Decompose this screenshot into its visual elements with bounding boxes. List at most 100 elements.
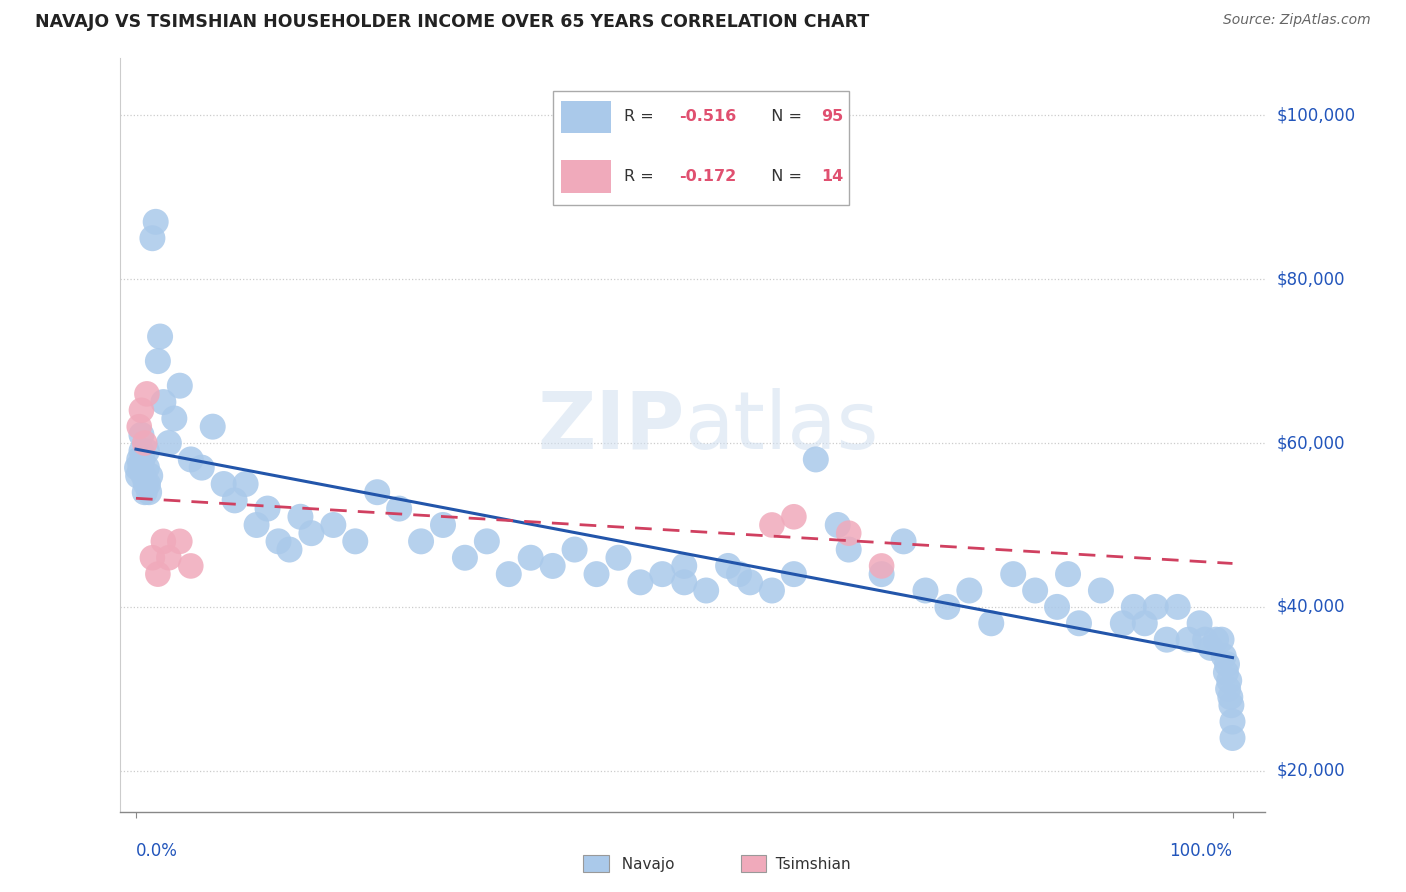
Point — [212, 477, 235, 491]
Point — [738, 575, 761, 590]
Point — [914, 583, 936, 598]
Point — [1194, 632, 1216, 647]
Point — [299, 526, 322, 541]
Point — [1024, 583, 1046, 598]
Point — [838, 542, 860, 557]
Point — [157, 550, 180, 565]
Point — [152, 395, 174, 409]
Point — [838, 526, 860, 541]
Bar — [561, 161, 610, 194]
FancyBboxPatch shape — [553, 91, 849, 205]
Point — [256, 501, 278, 516]
Point — [146, 567, 169, 582]
Point — [224, 493, 246, 508]
Text: $40,000: $40,000 — [1277, 598, 1346, 615]
Point — [201, 419, 224, 434]
Point — [870, 567, 893, 582]
Point — [388, 501, 411, 516]
Point — [366, 485, 388, 500]
Point — [1177, 632, 1199, 647]
Point — [651, 567, 673, 582]
Point — [190, 460, 212, 475]
Point — [728, 567, 751, 582]
Point — [180, 452, 202, 467]
Point — [1199, 640, 1222, 655]
Point — [1133, 616, 1156, 631]
Point — [134, 436, 156, 450]
Point — [132, 468, 155, 483]
Point — [131, 403, 153, 417]
Point — [135, 477, 157, 491]
Point — [127, 468, 149, 483]
Point — [980, 616, 1002, 631]
Point — [957, 583, 980, 598]
Point — [936, 599, 959, 614]
Point — [1156, 632, 1178, 647]
Text: R =: R = — [624, 110, 659, 125]
Point — [1188, 616, 1211, 631]
Point — [564, 542, 586, 557]
Point — [141, 231, 163, 245]
Text: Tsimshian: Tsimshian — [766, 857, 851, 872]
Point — [146, 354, 169, 368]
Bar — [561, 101, 610, 134]
Text: 95: 95 — [821, 110, 844, 125]
Point — [135, 460, 157, 475]
Point — [607, 550, 630, 565]
Point — [235, 477, 257, 491]
Point — [125, 460, 148, 475]
Text: $80,000: $80,000 — [1277, 270, 1346, 288]
Point — [135, 387, 157, 401]
Text: Source: ZipAtlas.com: Source: ZipAtlas.com — [1223, 13, 1371, 28]
Point — [1046, 599, 1069, 614]
Point — [1218, 673, 1240, 688]
Point — [783, 567, 806, 582]
Point — [541, 558, 564, 573]
Text: NAVAJO VS TSIMSHIAN HOUSEHOLDER INCOME OVER 65 YEARS CORRELATION CHART: NAVAJO VS TSIMSHIAN HOUSEHOLDER INCOME O… — [35, 13, 869, 31]
Point — [128, 419, 150, 434]
Point — [145, 215, 167, 229]
Text: atlas: atlas — [685, 388, 879, 466]
Point — [131, 452, 153, 467]
Point — [409, 534, 432, 549]
Point — [169, 534, 191, 549]
Point — [870, 558, 893, 573]
Point — [717, 558, 740, 573]
Text: -0.516: -0.516 — [679, 110, 735, 125]
Text: 0.0%: 0.0% — [136, 842, 177, 860]
Point — [1215, 665, 1237, 680]
Point — [1222, 714, 1244, 729]
Point — [432, 518, 454, 533]
Point — [135, 444, 157, 458]
Point — [783, 509, 806, 524]
Point — [152, 534, 174, 549]
Point — [475, 534, 498, 549]
Point — [695, 583, 717, 598]
Text: $20,000: $20,000 — [1277, 762, 1346, 780]
Point — [827, 518, 849, 533]
Point — [139, 468, 162, 483]
Point — [169, 378, 191, 392]
Text: $100,000: $100,000 — [1277, 106, 1355, 124]
Point — [129, 460, 152, 475]
Point — [290, 509, 312, 524]
Point — [131, 428, 153, 442]
Text: -0.172: -0.172 — [679, 169, 735, 185]
Point — [180, 558, 202, 573]
Point — [585, 567, 607, 582]
Point — [163, 411, 186, 425]
Point — [1112, 616, 1135, 631]
Point — [245, 518, 267, 533]
Point — [673, 558, 696, 573]
Point — [1122, 599, 1144, 614]
Point — [1211, 632, 1233, 647]
Point — [1090, 583, 1112, 598]
Point — [138, 485, 160, 500]
Point — [1205, 632, 1227, 647]
Point — [454, 550, 477, 565]
Point — [141, 550, 163, 565]
Text: N =: N = — [761, 110, 807, 125]
Point — [278, 542, 301, 557]
Point — [1167, 599, 1189, 614]
Point — [1220, 698, 1243, 713]
